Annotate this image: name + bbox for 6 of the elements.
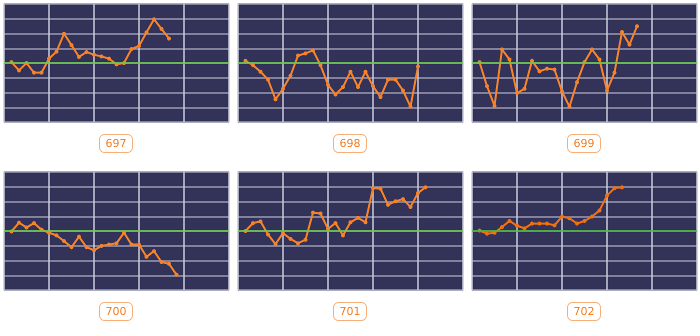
text: 700 xyxy=(106,305,126,318)
text: 697 xyxy=(106,137,126,150)
text: 701 xyxy=(340,305,360,318)
text: 702 xyxy=(574,305,594,318)
text: 699 xyxy=(574,137,594,150)
text: 698 xyxy=(340,137,360,150)
